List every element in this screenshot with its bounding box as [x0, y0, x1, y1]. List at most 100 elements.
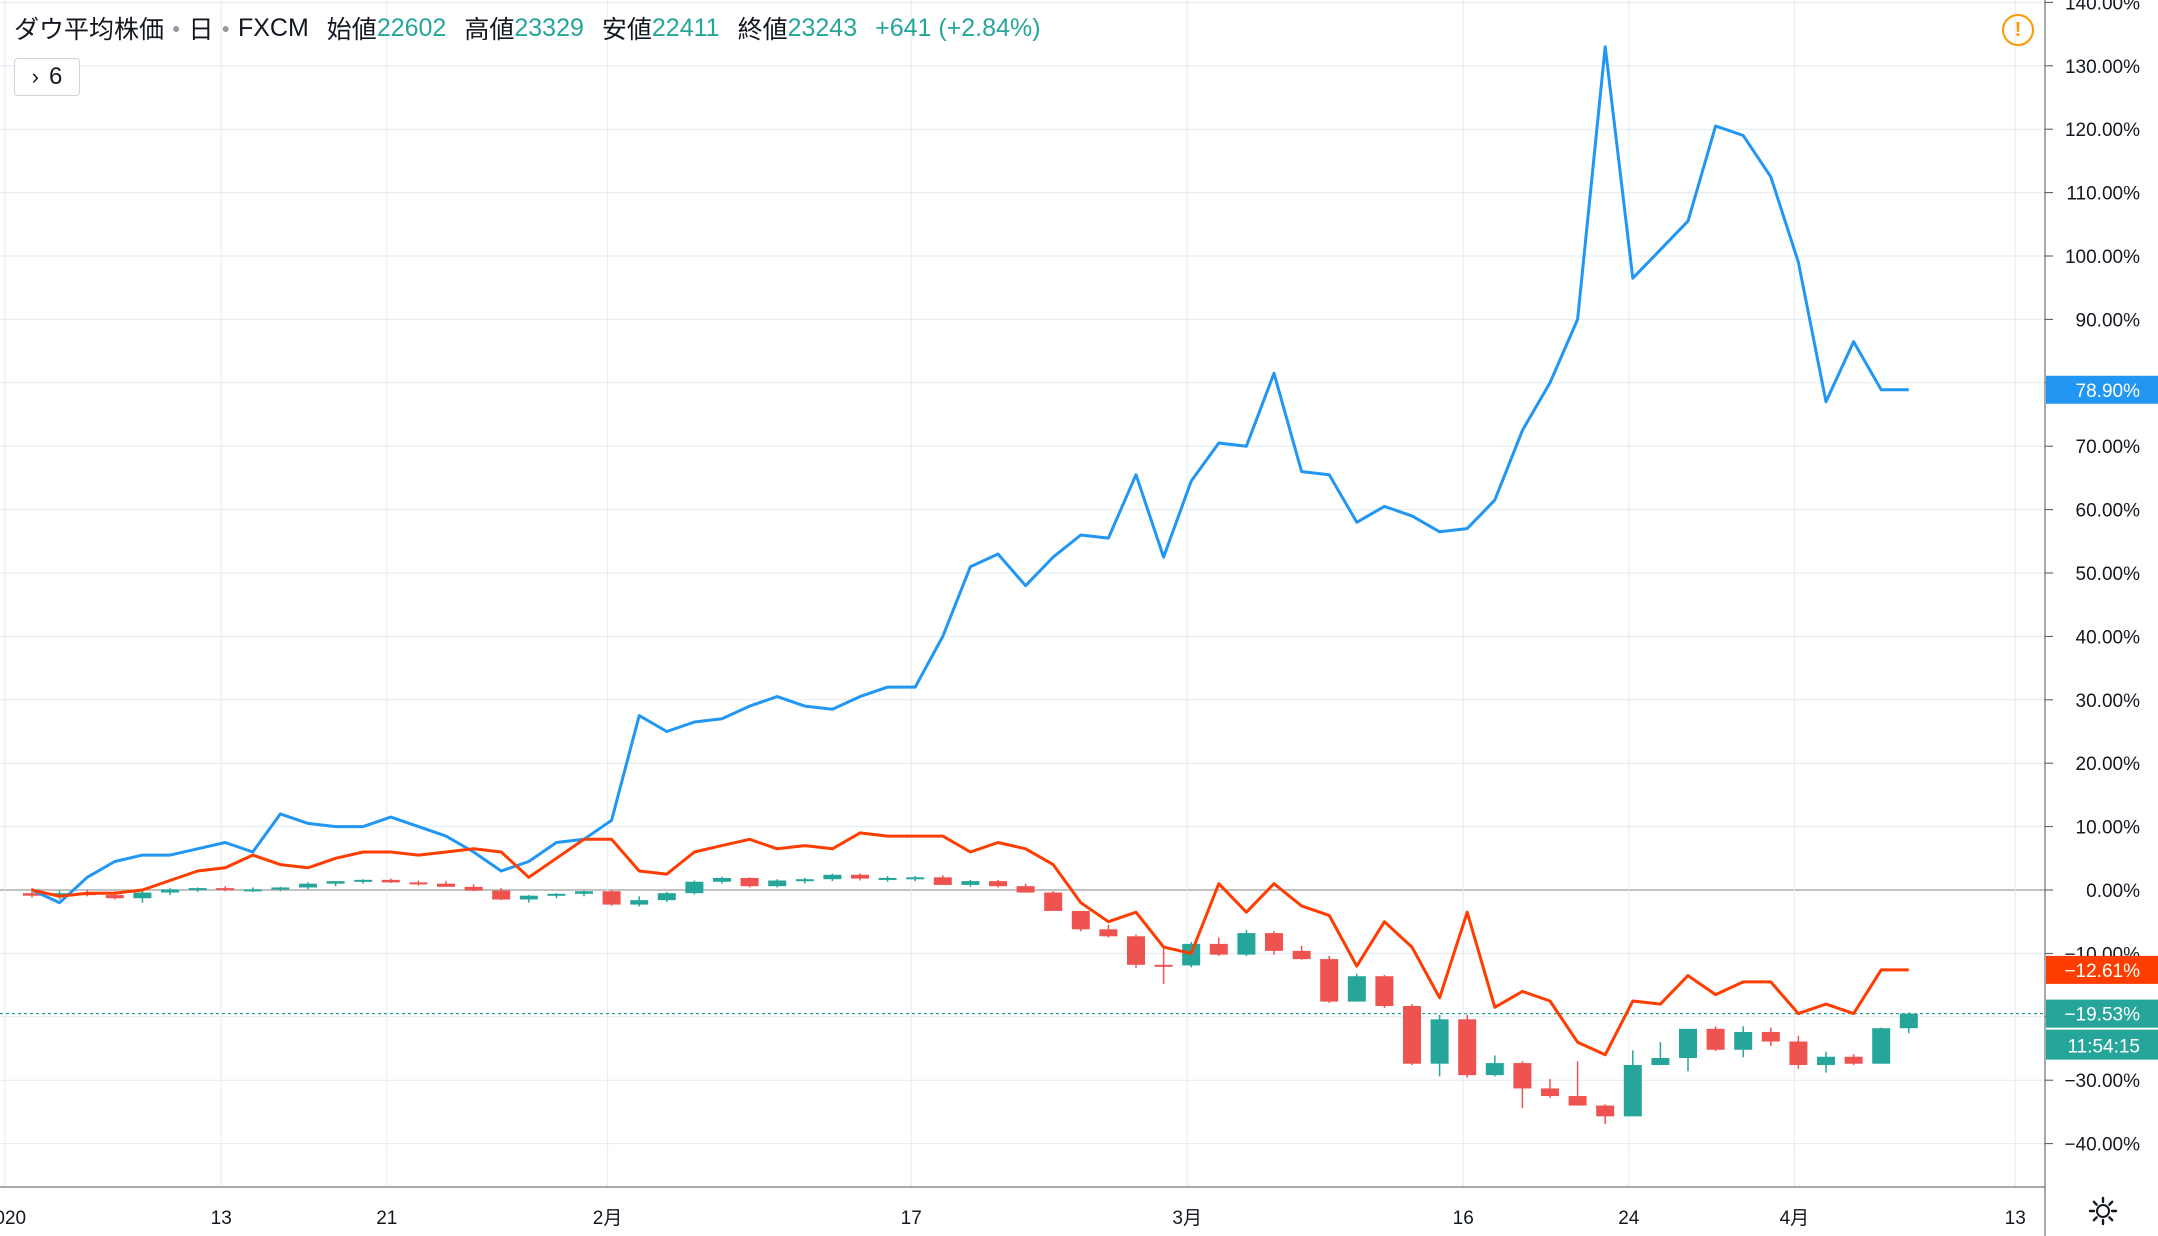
- orange-last-value-label-bg: [2046, 955, 2158, 984]
- candle-body: [878, 877, 897, 880]
- candle-body: [1817, 1056, 1835, 1065]
- candle-body: [271, 887, 290, 890]
- candle-body: [906, 877, 925, 880]
- candle-body: [1734, 1032, 1753, 1050]
- y-tick-label: 120.00%: [2065, 120, 2140, 141]
- change-value: +641 (+2.84%): [875, 13, 1041, 42]
- candle-body: [1651, 1058, 1670, 1065]
- y-tick-label: 140.00%: [2065, 0, 2140, 14]
- candle-body: [713, 877, 731, 882]
- candle-body: [299, 883, 317, 888]
- blue-comparison-line: [31, 45, 1909, 905]
- price-labels: 78.90% −12.61% −19.53% 11:54:15: [2046, 375, 2158, 1060]
- candle-body: [961, 881, 980, 885]
- grid: [0, 0, 2045, 1187]
- candle-body: [547, 893, 566, 896]
- candle-body: [1292, 950, 1311, 960]
- candle-body: [795, 879, 814, 882]
- candle-body: [1679, 1028, 1697, 1059]
- x-tick-label: 13: [211, 1208, 232, 1229]
- interval-label[interactable]: 日: [188, 16, 214, 44]
- y-tick-label: 40.00%: [2076, 627, 2141, 648]
- candle-body: [740, 877, 759, 887]
- candle-body: [326, 881, 345, 884]
- separator-dot: ●: [172, 20, 181, 36]
- candle-body: [657, 893, 676, 901]
- candlestick-series: [23, 873, 1918, 1124]
- candle-body: [823, 874, 842, 880]
- candle-body: [464, 886, 483, 891]
- candle-body: [133, 892, 152, 899]
- warning-icon[interactable]: !: [2002, 14, 2034, 46]
- candle-body: [381, 879, 400, 883]
- y-tick-label: 0.00%: [2086, 881, 2140, 902]
- y-tick-label: −40.00%: [2064, 1135, 2140, 1156]
- x-tick-label: 4月: [1780, 1208, 1810, 1229]
- candle-body: [1071, 910, 1090, 930]
- orange-last-value-label: −12.61%: [2064, 961, 2140, 982]
- last-price-label: −19.53%: [2064, 1005, 2140, 1026]
- y-tick-label: 70.00%: [2076, 437, 2141, 458]
- candle-body: [216, 888, 235, 891]
- low-label: 安値: [601, 16, 652, 44]
- blue-last-value-label: 78.90%: [2076, 381, 2141, 402]
- candle-body: [1320, 959, 1339, 1002]
- comparison-lines: [31, 45, 1909, 1057]
- candle-body: [354, 879, 373, 882]
- candle-body: [1899, 1013, 1918, 1029]
- candle-body: [519, 895, 538, 900]
- x-tick-label: 2月: [593, 1208, 623, 1229]
- candle-body: [1265, 933, 1283, 951]
- y-tick-label: 30.00%: [2076, 691, 2141, 712]
- y-tick-label: 60.00%: [2076, 501, 2141, 522]
- candle-body: [1154, 964, 1173, 967]
- orange-comparison-line: [31, 831, 1909, 1057]
- candle-body: [50, 893, 69, 896]
- x-tick-label: 21: [376, 1208, 397, 1229]
- candle-body: [1541, 1088, 1559, 1097]
- open-label: 始値: [326, 16, 377, 44]
- close-label: 終値: [737, 16, 788, 44]
- candle-body: [602, 891, 621, 905]
- y-tick-label: 110.00%: [2066, 184, 2140, 205]
- high-value: 23329: [514, 13, 584, 42]
- candle-body: [1513, 1063, 1532, 1089]
- gear-icon[interactable]: [2088, 1196, 2118, 1226]
- separator-dot: ●: [221, 20, 230, 36]
- candle-body: [1016, 886, 1035, 893]
- blue-last-value-label-bg: [2046, 375, 2158, 404]
- candle-body: [243, 889, 262, 892]
- close-value: 23243: [787, 13, 858, 42]
- candle-body: [768, 880, 787, 887]
- candle-body: [1044, 892, 1063, 911]
- y-tick-label: 20.00%: [2076, 754, 2141, 775]
- y-tick-label: 10.00%: [2076, 818, 2141, 839]
- last-price-label-bg: [2046, 999, 2158, 1028]
- x-tick-label: 24: [1618, 1208, 1640, 1229]
- chevron-right-icon: ›: [31, 64, 39, 89]
- candle-body: [1127, 936, 1145, 965]
- x-tick-label: 3月: [1172, 1208, 1202, 1229]
- candle-body: [1706, 1028, 1725, 1050]
- candle-body: [1761, 1032, 1780, 1042]
- source-label: FXCM: [237, 13, 309, 42]
- candle-body: [1209, 943, 1228, 955]
- y-tick-label: 90.00%: [2076, 310, 2141, 331]
- x-tick-label: 13: [2005, 1208, 2026, 1229]
- indicator-count: 6: [48, 63, 63, 90]
- candle-body: [1099, 929, 1118, 937]
- countdown-bg: [2046, 1029, 2158, 1060]
- candle-body: [1347, 976, 1366, 1002]
- symbol-name[interactable]: ダウ平均株価: [14, 16, 165, 44]
- candle-body: [1844, 1056, 1863, 1064]
- candle-body: [1375, 976, 1394, 1007]
- candle-body: [989, 881, 1007, 887]
- y-tick-label: 100.00%: [2065, 247, 2140, 268]
- x-tick-label: 17: [901, 1208, 922, 1229]
- expand-indicators-button[interactable]: › 6: [14, 58, 80, 96]
- y-tick-label: −30.00%: [2064, 1071, 2140, 1092]
- candle-body: [1872, 1028, 1891, 1064]
- candle-body: [188, 888, 207, 891]
